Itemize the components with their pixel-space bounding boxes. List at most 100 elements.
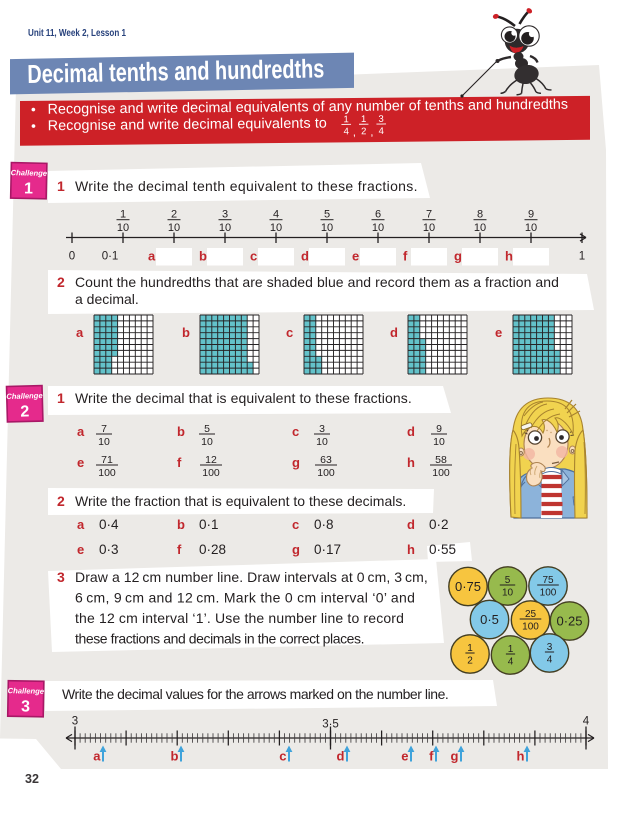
svg-text:a: a: [148, 249, 156, 264]
svg-text:1: 1: [579, 251, 585, 263]
svg-text:100: 100: [317, 467, 335, 479]
svg-text:Write the decimal that is equi: Write the decimal that is equivalent to …: [75, 390, 412, 406]
svg-text:10: 10: [219, 222, 231, 234]
svg-text:12: 12: [205, 454, 217, 466]
svg-text:2: 2: [467, 656, 473, 667]
svg-text:Write the decimal tenth equiva: Write the decimal tenth equivalent to th…: [75, 178, 418, 194]
svg-text:4: 4: [344, 126, 349, 137]
svg-text:d: d: [407, 517, 415, 532]
svg-text:•: •: [31, 118, 36, 133]
svg-text:0·75: 0·75: [455, 579, 481, 594]
svg-text:25: 25: [525, 609, 537, 620]
svg-text:0·17: 0·17: [314, 542, 341, 557]
svg-text:f: f: [429, 749, 434, 764]
svg-text:Unit 11, Week 2, Lesson 1: Unit 11, Week 2, Lesson 1: [28, 28, 126, 39]
svg-text:4: 4: [508, 657, 514, 668]
svg-text:d: d: [337, 749, 345, 764]
svg-text:Challenge: Challenge: [6, 391, 43, 401]
svg-text:a: a: [76, 325, 84, 340]
svg-text:a decimal.: a decimal.: [75, 291, 139, 307]
svg-text:1: 1: [467, 643, 473, 654]
svg-text:6 cm, 9 cm and 12 cm. Mark the: 6 cm, 9 cm and 12 cm. Mark the 0 cm inte…: [75, 590, 415, 606]
svg-text:2: 2: [20, 403, 29, 420]
svg-text:•: •: [31, 102, 36, 117]
svg-text:10: 10: [525, 222, 537, 234]
svg-text:e: e: [77, 455, 84, 470]
svg-text:h: h: [407, 455, 415, 470]
svg-text:Write the decimal values for t: Write the decimal values for the arrows …: [62, 686, 448, 702]
svg-text:h: h: [505, 249, 513, 264]
svg-text:e: e: [401, 749, 408, 764]
svg-text:c: c: [286, 325, 293, 340]
svg-text:g: g: [454, 249, 462, 264]
svg-text:7: 7: [101, 423, 107, 435]
svg-text:8: 8: [477, 209, 483, 221]
svg-text:100: 100: [432, 467, 450, 479]
svg-text:100: 100: [202, 467, 220, 479]
svg-text:10: 10: [98, 436, 110, 448]
svg-text:1: 1: [57, 178, 65, 194]
svg-text:5: 5: [204, 423, 210, 435]
svg-text:0·28: 0·28: [199, 542, 226, 557]
svg-text:b: b: [182, 325, 190, 340]
svg-text:Decimal tenths and hundredths: Decimal tenths and hundredths: [27, 53, 325, 89]
svg-text:e: e: [495, 325, 502, 340]
svg-text:10: 10: [270, 222, 282, 234]
svg-text:9: 9: [436, 423, 442, 435]
svg-text:32: 32: [25, 772, 39, 786]
svg-text:4: 4: [547, 655, 553, 666]
svg-text:a: a: [77, 517, 85, 532]
svg-text:7: 7: [426, 209, 432, 221]
svg-text:c: c: [292, 424, 299, 439]
svg-text:10: 10: [316, 436, 328, 448]
svg-text:2: 2: [57, 493, 65, 509]
svg-text:1: 1: [343, 114, 348, 125]
svg-text:10: 10: [168, 222, 180, 234]
svg-text:63: 63: [320, 454, 332, 466]
svg-text:0·8: 0·8: [314, 517, 334, 532]
svg-text:g: g: [292, 455, 300, 470]
svg-text:10: 10: [117, 222, 129, 234]
svg-text:g: g: [292, 542, 300, 557]
svg-text:e: e: [77, 542, 84, 557]
svg-text:g: g: [451, 749, 459, 764]
svg-text:a: a: [93, 749, 101, 764]
svg-text:1: 1: [24, 180, 33, 197]
svg-text:a: a: [77, 424, 85, 439]
svg-text:Write the fraction that is equ: Write the fraction that is equivalent to…: [75, 493, 406, 509]
svg-text:3: 3: [21, 698, 30, 715]
svg-text:d: d: [390, 325, 398, 340]
svg-text:,: ,: [370, 127, 373, 139]
svg-text:10: 10: [502, 588, 514, 599]
svg-text:0: 0: [69, 251, 75, 263]
svg-text:these fractions and decimals i: these fractions and decimals in the corr…: [75, 631, 364, 647]
svg-text:Draw a 12 cm number line. Draw: Draw a 12 cm number line. Draw intervals…: [75, 569, 428, 585]
svg-text:0·1: 0·1: [102, 251, 119, 263]
svg-text:e: e: [352, 249, 359, 264]
svg-text:Challenge: Challenge: [11, 168, 48, 178]
svg-text:d: d: [407, 424, 415, 439]
svg-text:the 12 cm interval ‘1’. Use th: the 12 cm interval ‘1’. Use the number l…: [75, 610, 404, 626]
svg-text:100: 100: [522, 622, 539, 633]
svg-text:0·4: 0·4: [99, 517, 119, 532]
svg-text:d: d: [301, 249, 309, 264]
svg-text:4: 4: [379, 126, 384, 137]
svg-text:0·25: 0·25: [556, 614, 582, 629]
svg-text:71: 71: [101, 454, 113, 466]
svg-text:9: 9: [528, 209, 534, 221]
svg-text:100: 100: [540, 588, 557, 599]
svg-text:1: 1: [508, 644, 514, 655]
svg-text:2: 2: [171, 209, 177, 221]
svg-text:5: 5: [324, 209, 330, 221]
svg-text:4: 4: [583, 716, 590, 728]
svg-text:Recognise and write decimal eq: Recognise and write decimal equivalents …: [48, 116, 327, 135]
svg-text:10: 10: [201, 436, 213, 448]
svg-text:2: 2: [361, 126, 366, 137]
svg-text:c: c: [292, 517, 299, 532]
svg-text:f: f: [177, 542, 182, 557]
svg-text:3: 3: [378, 114, 383, 125]
svg-text:10: 10: [423, 222, 435, 234]
svg-text:c: c: [250, 249, 257, 264]
svg-text:3: 3: [319, 423, 325, 435]
svg-text:3: 3: [222, 209, 228, 221]
